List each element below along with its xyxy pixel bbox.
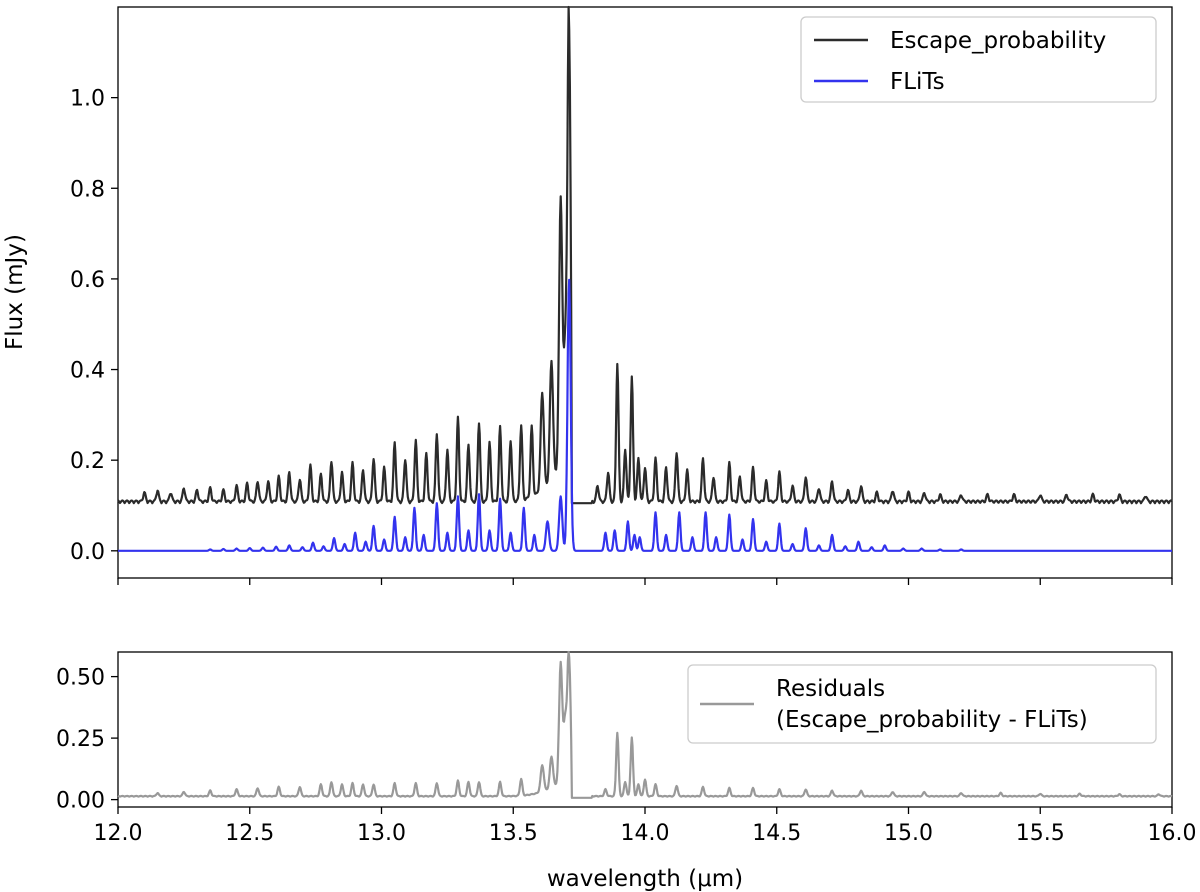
top-legend-box (800, 16, 1157, 103)
series-line-residuals (117, 650, 1173, 799)
y-tick-label: 0.6 (70, 268, 105, 293)
series-line-flits (117, 278, 1173, 552)
x-tick-label: 13.0 (357, 821, 406, 846)
bottom-x-ticks: 12.0 12.5 13.0 13.5 14.0 14.5 15.0 15.5 16.0 (94, 807, 1197, 846)
top-panel: 0.0 0.2 0.4 0.6 0.8 1.0 Flux (mJy) Escape_pro… (2, 5, 1173, 585)
bottom-legend: Residuals (Escape_probability - FLiTs) (687, 664, 1157, 744)
top-y-axis-title: Flux (mJy) (2, 234, 28, 350)
x-tick-label: 12.0 (94, 821, 143, 846)
x-tick-label: 14.5 (752, 821, 801, 846)
bottom-legend-box (687, 664, 1157, 744)
y-tick-label: 0.4 (70, 359, 105, 384)
bottom-y-ticks: 0.00 0.25 0.50 (56, 666, 118, 814)
y-tick-label: 0.2 (70, 449, 105, 474)
top-x-ticks (117, 578, 1173, 585)
legend-label-escape-probability: Escape_probability (890, 28, 1106, 54)
x-tick-label: 14.0 (621, 821, 670, 846)
top-series (117, 5, 1173, 552)
legend-label-flits: FLiTs (890, 69, 945, 95)
x-tick-label: 15.5 (1016, 821, 1065, 846)
y-tick-label: 0.0 (70, 540, 105, 565)
y-tick-label: 0.00 (56, 789, 105, 814)
legend-label-residuals-line2: (Escape_probability - FLiTs) (776, 707, 1088, 733)
y-tick-label: 0.50 (56, 666, 105, 691)
top-legend: Escape_probability FLiTs (800, 16, 1157, 103)
legend-label-residuals: Residuals (776, 676, 885, 702)
x-tick-label: 16.0 (1148, 821, 1197, 846)
bottom-series (117, 650, 1173, 799)
x-tick-label: 15.0 (884, 821, 933, 846)
y-tick-label: 0.8 (70, 177, 105, 202)
series-line-escape-probability (117, 5, 1173, 505)
top-y-ticks: 0.0 0.2 0.4 0.6 0.8 1.0 (70, 87, 118, 565)
x-axis-title: wavelength (μm) (547, 866, 743, 892)
y-tick-label: 1.0 (70, 87, 105, 112)
x-tick-label: 12.5 (225, 821, 274, 846)
bottom-panel: 0.00 0.25 0.50 12.0 12.5 13.0 13.5 14.0 14.5 15.… (56, 650, 1197, 892)
x-tick-label: 13.5 (489, 821, 538, 846)
y-tick-label: 0.25 (56, 727, 105, 752)
